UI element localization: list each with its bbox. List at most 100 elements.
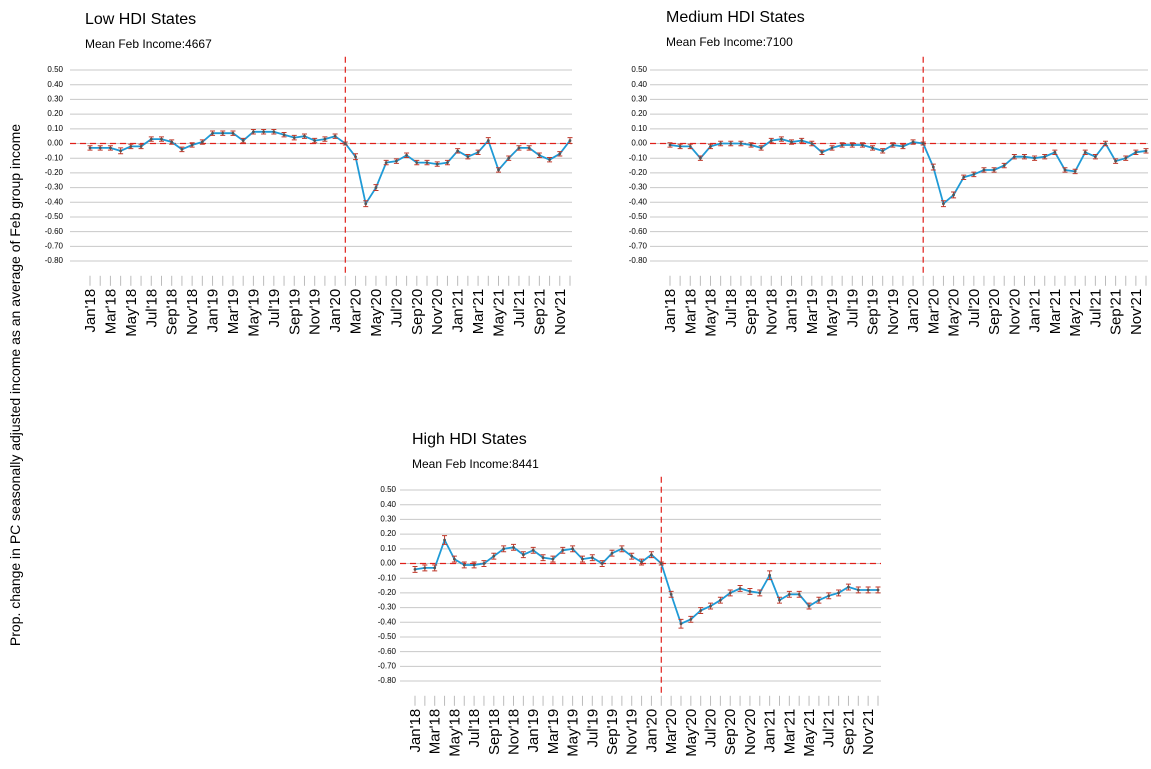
point	[303, 134, 306, 138]
y-tick-label: 0.00	[631, 139, 647, 148]
point	[453, 557, 456, 561]
point	[558, 152, 562, 156]
x-tick-label: Jan'19	[525, 709, 542, 753]
point	[292, 136, 296, 140]
x-tick-label: Mar'21	[1047, 289, 1064, 334]
x-tick-label: Sep'19	[286, 289, 303, 335]
point	[272, 130, 276, 134]
x-tick-label: Mar'19	[225, 289, 242, 334]
point	[942, 202, 945, 206]
x-tick-label: Sep'19	[604, 709, 621, 755]
point	[502, 547, 506, 551]
point	[837, 591, 840, 595]
x-tick-label: May'21	[801, 709, 818, 757]
x-tick-label: Mar'19	[545, 709, 562, 754]
point	[709, 604, 712, 608]
point	[1093, 155, 1097, 159]
point	[472, 563, 476, 567]
x-tick-label: Mar'20	[663, 709, 680, 754]
point	[952, 193, 955, 197]
point	[827, 594, 831, 598]
y-tick-label: -0.50	[378, 632, 397, 641]
x-tick-label: May'18	[446, 709, 463, 757]
y-tick-label: -0.70	[629, 241, 648, 250]
point	[787, 592, 791, 596]
x-tick-label: Sep'18	[164, 289, 181, 335]
point	[797, 592, 801, 596]
point	[901, 145, 905, 148]
x-tick-label: Sep'18	[743, 289, 760, 335]
y-tick-label: -0.20	[629, 168, 648, 177]
point	[769, 139, 773, 142]
y-tick-label: -0.40	[629, 197, 648, 206]
point	[1002, 164, 1006, 167]
point	[413, 567, 417, 571]
y-tick-label: -0.60	[378, 647, 397, 656]
x-tick-label: Jan'18	[662, 289, 679, 333]
y-tick-label: 0.10	[380, 544, 396, 553]
x-tick-label: May'19	[565, 709, 582, 757]
x-tick-label: Nov'19	[624, 709, 641, 755]
x-tick-label: Mar'21	[781, 709, 798, 754]
point	[600, 562, 604, 565]
point	[1073, 170, 1077, 173]
x-tick-label: May'21	[491, 289, 508, 337]
x-tick-label: Jan'21	[762, 709, 779, 753]
point	[650, 553, 653, 557]
x-tick-label: Sep'21	[531, 289, 548, 335]
point	[423, 566, 427, 570]
x-tick-label: Jan'21	[450, 289, 467, 333]
x-tick-label: Sep'21	[1108, 289, 1125, 335]
point	[881, 149, 885, 153]
point	[738, 587, 742, 590]
point	[1043, 155, 1047, 159]
point	[517, 146, 521, 150]
point	[678, 145, 682, 148]
x-tick-label: Jul'21	[511, 289, 528, 328]
point	[768, 573, 772, 577]
point	[911, 140, 915, 144]
y-tick-label: -0.40	[378, 617, 397, 626]
x-tick-label: Mar'18	[682, 289, 699, 334]
point	[850, 143, 854, 147]
x-tick-label: Nov'18	[763, 289, 780, 335]
point	[433, 566, 437, 570]
point	[758, 591, 762, 595]
point	[972, 172, 976, 176]
x-tick-label: May'21	[1067, 289, 1084, 337]
x-tick-label: Jul'20	[966, 289, 983, 328]
point	[820, 150, 824, 154]
point	[699, 609, 703, 612]
series-line	[90, 130, 571, 207]
point	[759, 146, 763, 150]
x-tick-label: Sep'18	[486, 709, 503, 755]
y-tick-label: 0.40	[631, 80, 647, 89]
point	[1033, 156, 1036, 160]
point	[590, 556, 594, 560]
point	[817, 598, 821, 602]
series-line	[669, 138, 1147, 206]
x-tick-label: Mar'19	[804, 289, 821, 334]
x-tick-label: Jul'18	[143, 289, 160, 328]
point	[780, 137, 783, 141]
point	[180, 147, 184, 151]
chart-subtitle: Mean Feb Income:8441	[412, 457, 539, 471]
point	[160, 137, 163, 141]
point	[1023, 155, 1026, 159]
y-tick-label: -0.80	[45, 256, 64, 265]
point	[698, 156, 702, 160]
x-tick-label: Jan'18	[82, 289, 99, 333]
x-tick-label: Nov'21	[552, 289, 569, 335]
point	[241, 139, 245, 142]
point	[778, 598, 781, 602]
x-tick-label: Jan'20	[905, 289, 922, 333]
x-tick-label: Nov'21	[860, 709, 877, 755]
point	[456, 149, 460, 153]
point	[856, 588, 860, 592]
x-tick-label: Jul'19	[584, 709, 601, 748]
point	[1063, 168, 1067, 172]
x-tick-label: Jul'20	[388, 289, 405, 328]
point	[221, 131, 225, 135]
point	[435, 162, 439, 166]
point	[669, 592, 673, 596]
